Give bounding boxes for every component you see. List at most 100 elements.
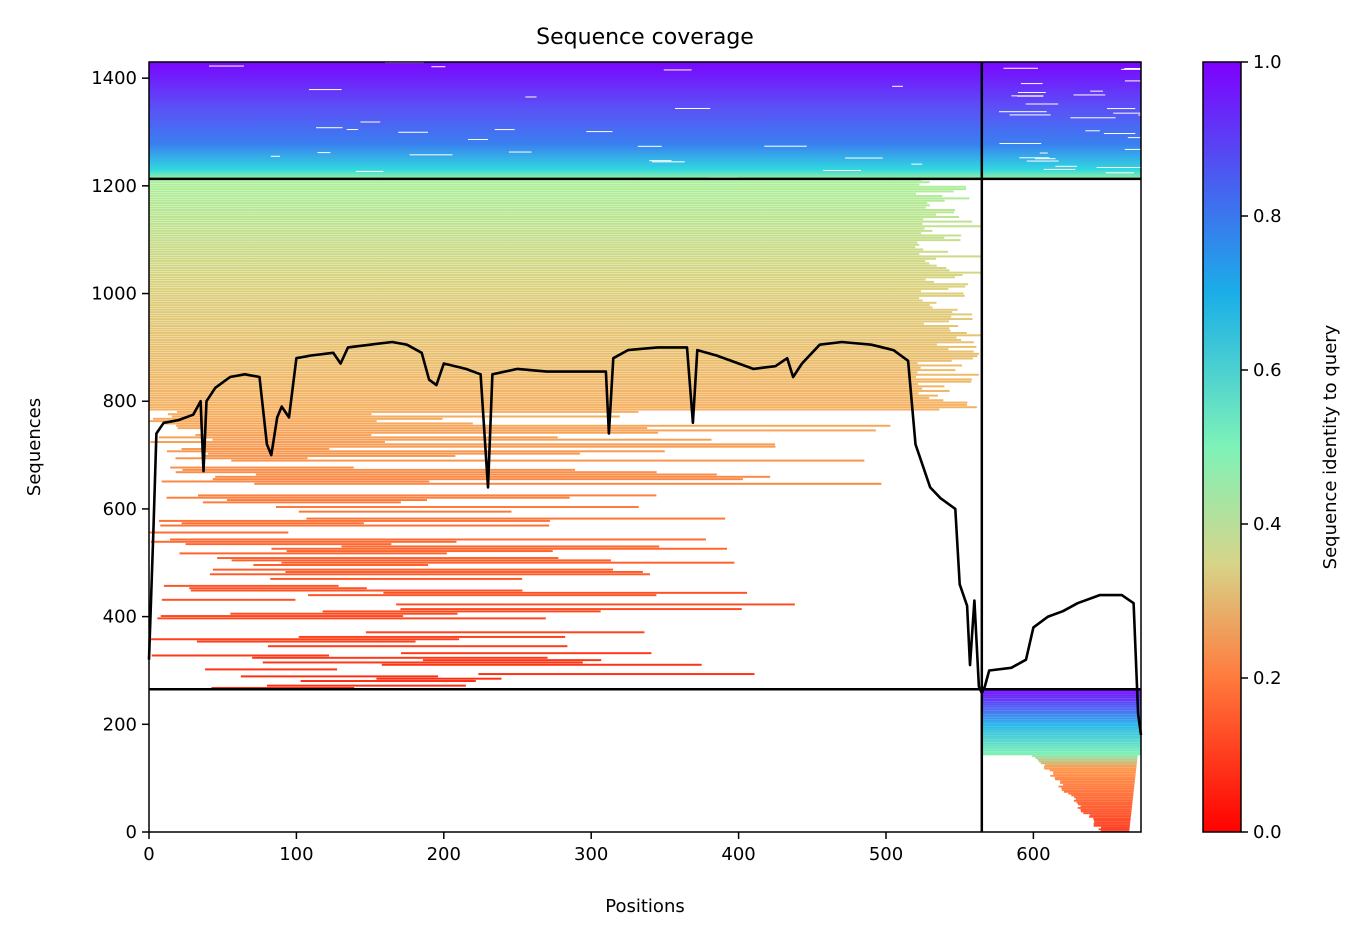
msa-row <box>149 389 950 392</box>
msa-gap <box>1019 157 1050 159</box>
msa-row <box>158 436 558 439</box>
msa-row <box>1058 785 1135 788</box>
msa-gap <box>892 85 903 87</box>
msa-row <box>149 278 926 281</box>
msa-row <box>981 707 1141 709</box>
msa-row <box>149 285 966 288</box>
msa-gap <box>317 152 331 154</box>
x-tick-label: 300 <box>574 844 608 865</box>
msa-gap <box>409 154 453 156</box>
y-tick-label: 200 <box>103 714 137 735</box>
msa-row <box>149 311 953 314</box>
msa-row <box>149 276 955 279</box>
msa-gap <box>398 131 428 133</box>
msa-row <box>149 292 964 295</box>
msa-row <box>1053 773 1136 775</box>
msa-row <box>981 741 1141 743</box>
y-tick-label: 1400 <box>91 68 137 89</box>
msa-gap <box>494 129 515 131</box>
msa-row <box>981 751 1141 754</box>
msa-gap <box>1026 160 1059 162</box>
msa-row <box>149 373 979 376</box>
msa-row <box>150 540 457 543</box>
msa-gap <box>674 107 711 109</box>
msa-row <box>1100 830 1130 832</box>
chart-title: Sequence coverage <box>536 25 754 50</box>
msa-row <box>1089 814 1132 816</box>
colorbar-tick-label: 0.0 <box>1253 822 1282 843</box>
msa-row <box>149 320 949 323</box>
msa-row <box>1043 766 1137 768</box>
msa-gap <box>586 131 613 133</box>
msa-row <box>286 550 553 553</box>
msa-row <box>266 684 466 687</box>
msa-row <box>1080 808 1132 811</box>
msa-row <box>161 480 430 483</box>
msa-gap <box>1085 130 1100 132</box>
msa-row <box>1044 767 1137 770</box>
msa-gap <box>1055 165 1077 167</box>
msa-row <box>217 557 559 560</box>
msa-block-fill <box>149 62 982 179</box>
msa-row <box>1076 801 1133 804</box>
msa-row <box>981 691 1141 693</box>
msa-row <box>166 496 570 499</box>
msa-row <box>149 385 945 388</box>
msa-row <box>981 739 1141 742</box>
msa-row <box>149 246 916 249</box>
msa-row <box>149 364 963 367</box>
msa-row <box>298 510 512 513</box>
msa-row <box>262 661 583 664</box>
msa-row <box>1080 805 1133 808</box>
msa-row <box>298 635 566 638</box>
msa-row <box>149 380 972 383</box>
msa-row <box>158 519 550 522</box>
msa-row <box>376 677 502 680</box>
msa-row <box>149 271 981 274</box>
msa-row <box>149 232 922 235</box>
msa-row <box>1035 757 1138 759</box>
msa-row <box>981 749 1141 752</box>
msa-gap <box>999 143 1042 145</box>
msa-row <box>171 415 620 418</box>
msa-row <box>1053 771 1136 774</box>
msa-row <box>149 408 940 411</box>
msa-row <box>153 417 443 420</box>
msa-row <box>207 452 580 455</box>
colorbar-tick-label: 0.4 <box>1253 514 1282 535</box>
msa-row <box>300 680 476 682</box>
msa-row <box>202 501 401 504</box>
msa-row <box>981 700 1141 702</box>
msa-gap <box>1127 137 1173 139</box>
msa-row <box>167 413 372 416</box>
msa-gap <box>1003 67 1038 69</box>
msa-gap <box>1121 68 1157 70</box>
msa-row <box>149 308 958 311</box>
msa-row <box>160 524 550 527</box>
msa-row <box>396 603 795 606</box>
msa-row <box>149 350 974 353</box>
x-tick-label: 400 <box>721 844 755 865</box>
colorbar-tick-label: 0.8 <box>1253 206 1282 227</box>
msa-row <box>1077 807 1132 809</box>
msa-row <box>1050 774 1136 777</box>
msa-row <box>149 206 926 209</box>
msa-row <box>149 399 944 402</box>
msa-row <box>281 561 735 564</box>
msa-row <box>149 220 973 223</box>
msa-row <box>149 371 918 374</box>
msa-gap <box>1017 91 1046 93</box>
msa-row <box>1044 764 1137 767</box>
msa-row <box>1073 799 1133 802</box>
msa-row <box>149 387 923 390</box>
msa-row <box>161 598 296 601</box>
msa-row <box>177 427 648 430</box>
msa-row <box>149 327 950 330</box>
msa-row <box>1098 828 1130 831</box>
msa-gap <box>1124 80 1146 82</box>
msa-row <box>149 222 923 225</box>
msa-gap <box>1096 167 1144 169</box>
msa-gap <box>508 151 532 153</box>
msa-row <box>181 522 364 525</box>
msa-gap <box>649 160 672 162</box>
